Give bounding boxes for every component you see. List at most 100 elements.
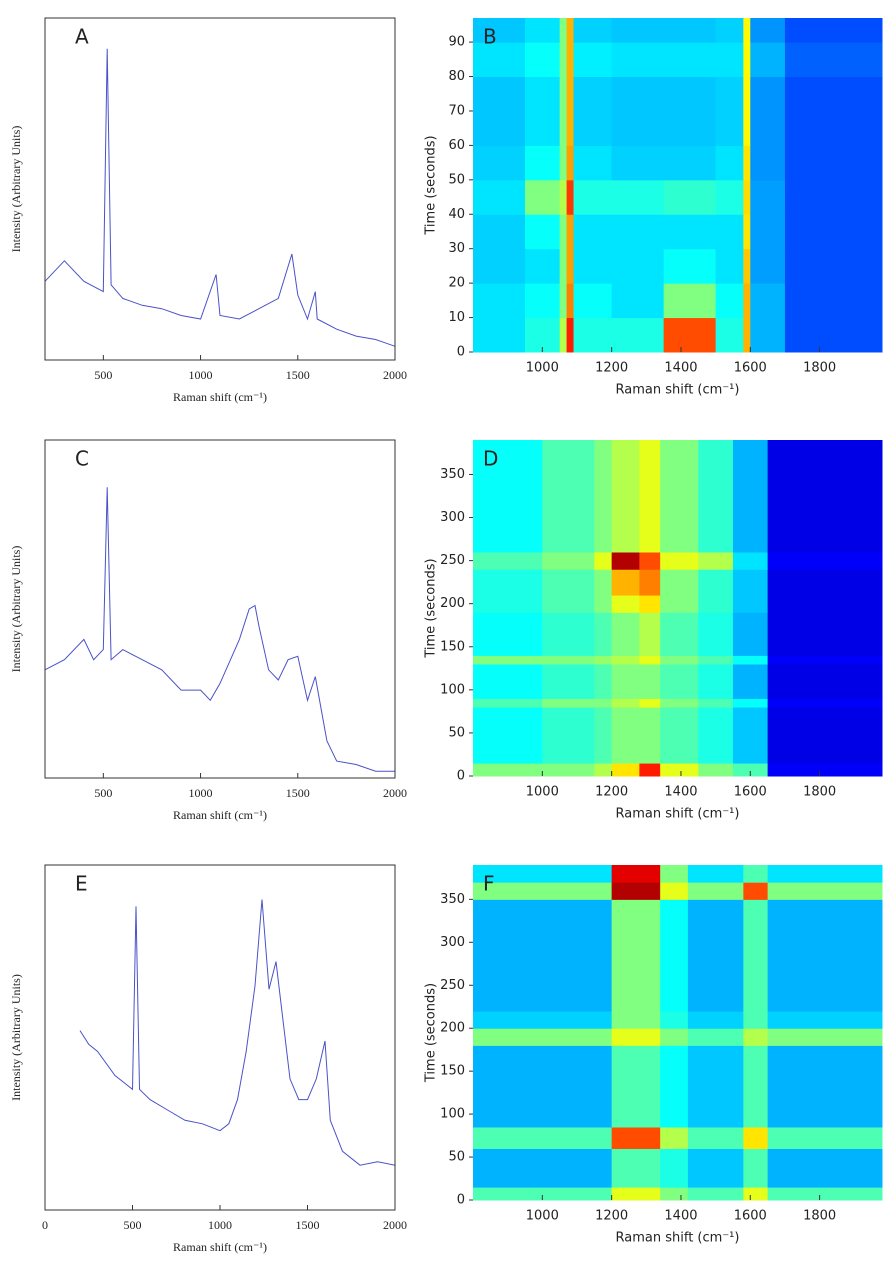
heatmap-cell [611, 42, 665, 78]
heatmap-cell [473, 76, 526, 112]
plot-frame [44, 439, 396, 779]
heatmap-cell [559, 145, 568, 181]
heatmap-cell [566, 248, 575, 284]
heatmap-cell [732, 698, 769, 708]
heatmap-cell [784, 317, 883, 353]
heatmap-cell [743, 145, 751, 181]
x-tick-label: 2000 [383, 1218, 407, 1232]
heatmap-cell [767, 655, 883, 665]
heatmap-cell [611, 612, 640, 656]
heatmap-cell [473, 763, 543, 777]
y-tick-label: 40 [448, 207, 465, 222]
y-tick-label: 90 [448, 35, 465, 50]
heatmap-cell [698, 655, 734, 665]
heatmap-cell [611, 707, 640, 764]
heatmap-cell [594, 569, 613, 596]
heatmap-cell [473, 283, 526, 319]
heatmap-cell [750, 179, 786, 215]
heatmap-cell [660, 698, 699, 708]
heatmap-cell [542, 698, 595, 708]
heatmap-cell [687, 1011, 744, 1029]
heatmap-cell [732, 440, 769, 553]
heatmap-cell [611, 145, 665, 181]
heatmap-cell [639, 595, 661, 613]
heatmap-cell [566, 317, 575, 353]
heatmap-cell [784, 283, 883, 319]
heatmap-cell [663, 214, 717, 250]
y-tick-label: 20 [448, 276, 465, 291]
heatmap-cell [573, 248, 613, 284]
x-tick-label: 1400 [664, 361, 697, 376]
heatmap-cell [784, 145, 883, 181]
heatmap-cell [767, 569, 883, 596]
heatmap-cell [473, 317, 526, 353]
heatmap-cell [698, 698, 734, 708]
x-tick-label: 1500 [296, 1218, 320, 1232]
heatmap-cell [660, 655, 699, 665]
heatmap-cell [542, 655, 595, 665]
heatmap-cell [750, 248, 786, 284]
heatmap-cell [784, 76, 883, 112]
y-tick-label: 150 [440, 639, 465, 654]
heatmap-cell [743, 76, 751, 112]
heatmap-cell [594, 698, 613, 708]
heatmap-cell [750, 110, 786, 146]
heatmap-cell [767, 1126, 883, 1149]
heatmap-cell [767, 707, 883, 764]
x-tick-label: 1600 [734, 785, 767, 800]
heatmap-cell [660, 440, 699, 553]
heatmap-cell [715, 214, 744, 250]
heatmap-cell [784, 42, 883, 78]
heatmap-cell [542, 664, 595, 699]
heatmap-cell [639, 612, 661, 656]
x-tick-label: 1800 [803, 1209, 836, 1224]
heatmap-cell [542, 569, 595, 596]
x-tick-label: 1000 [526, 1209, 559, 1224]
heatmap-cell [639, 707, 661, 764]
heatmap-cell [611, 569, 640, 596]
heatmap-cell [611, 698, 640, 708]
y-tick-label: 100 [440, 1107, 465, 1122]
heatmap-cell [559, 283, 568, 319]
heatmap-cell [660, 1028, 689, 1046]
heatmap-cell [611, 1148, 661, 1188]
heatmap-cell [767, 763, 883, 777]
heatmap-cell [542, 612, 595, 656]
heatmap-cell [715, 317, 744, 353]
heatmap-cell [715, 110, 744, 146]
y-axis-label: Intensity (Arbitrary Units) [9, 974, 23, 1101]
heatmap-cell [473, 18, 526, 43]
heatmap-cell [663, 248, 717, 284]
heatmap-cell [767, 1028, 883, 1046]
heatmap-cell [663, 317, 717, 353]
panel-label: C [75, 447, 89, 471]
heatmap-cell [663, 283, 717, 319]
heatmap-cell [660, 595, 699, 613]
heatmap-cell [594, 664, 613, 699]
heatmap-cell [611, 882, 661, 900]
heatmap-cell [542, 595, 595, 613]
panel-label: B [483, 25, 497, 49]
heatmap-cell [743, 179, 751, 215]
heatmap-cell [594, 612, 613, 656]
spectrum-line [79, 899, 396, 1166]
heatmap-cell [660, 865, 689, 883]
heatmap-cell [698, 595, 734, 613]
x-tick-label: 2000 [383, 786, 407, 800]
heatmap-cell [473, 1187, 613, 1201]
heatmap-cell [715, 42, 744, 78]
heatmap-cell [639, 569, 661, 596]
heatmap-cell [660, 882, 689, 900]
heatmap-cell [687, 1126, 744, 1149]
plot-frame [44, 17, 396, 361]
heatmap-cell [573, 110, 613, 146]
heatmap-cell [611, 214, 665, 250]
y-tick-label: 100 [440, 682, 465, 697]
heatmap-cell [473, 1045, 613, 1128]
heatmap-cell [594, 707, 613, 764]
heatmap-cell [473, 882, 613, 900]
heatmap-cell [698, 612, 734, 656]
heatmap-cell [566, 283, 575, 319]
heatmap-cell [784, 110, 883, 146]
heatmap-cell [743, 1187, 769, 1201]
